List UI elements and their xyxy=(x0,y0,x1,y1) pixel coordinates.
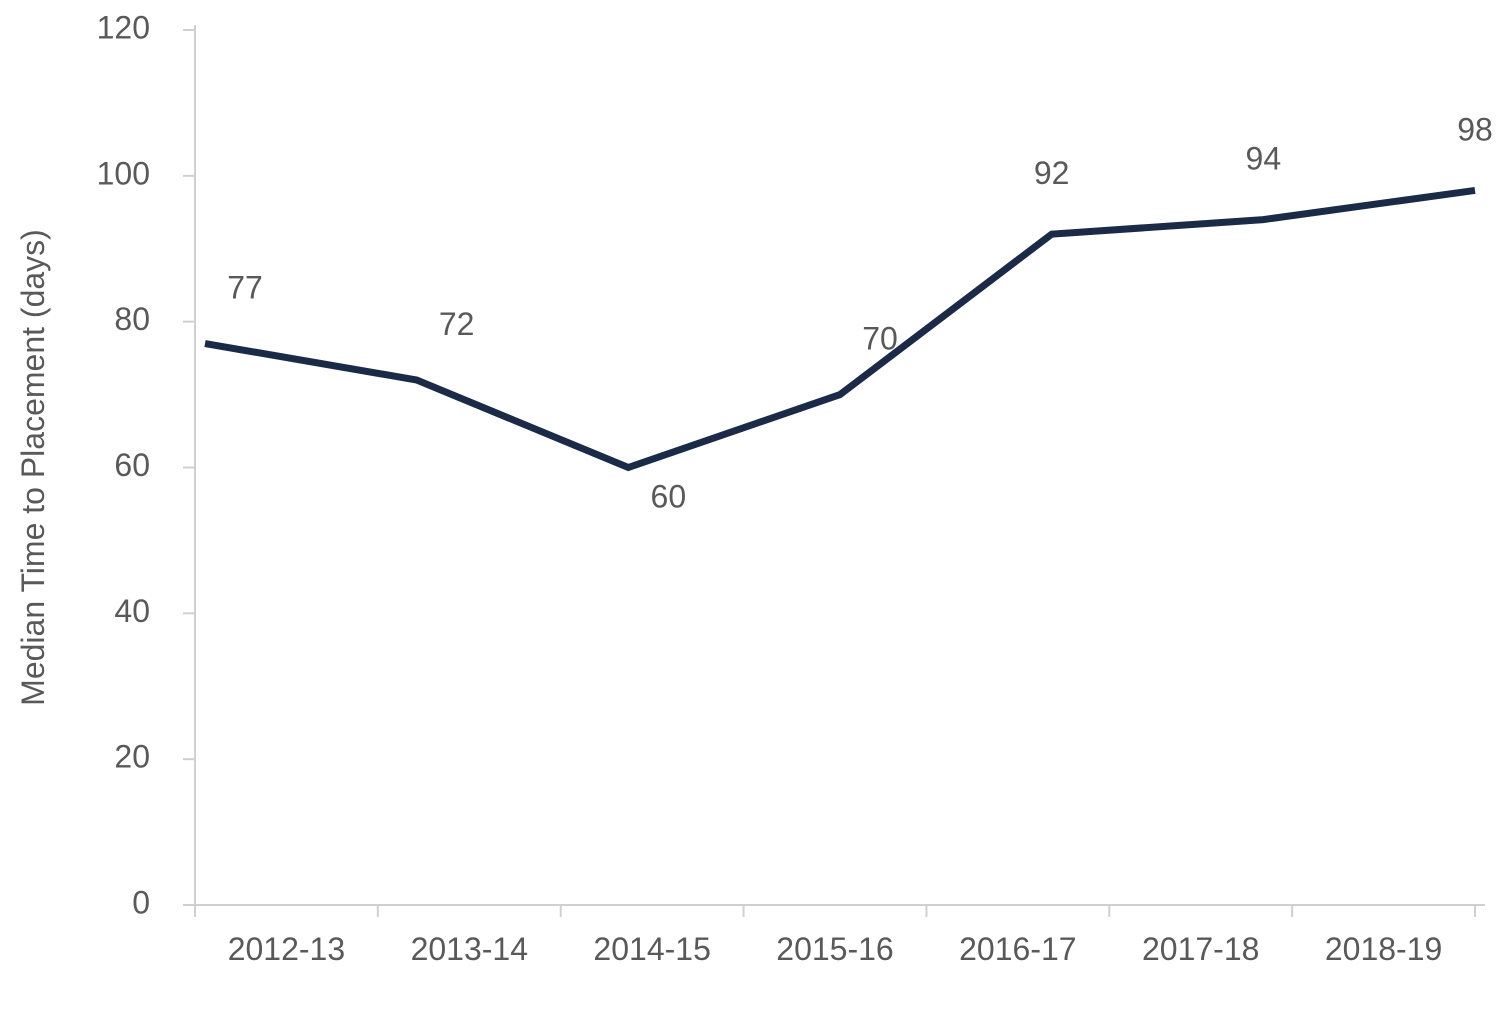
data-label: 98 xyxy=(1457,111,1493,147)
data-label: 70 xyxy=(862,321,898,357)
data-label: 77 xyxy=(227,270,263,306)
x-tick-label: 2012-13 xyxy=(228,931,345,967)
chart-container: 0 20 40 60 80 100 120 2012-13 2013-14 2014-15 2015… xyxy=(0,0,1500,1029)
y-axis-title: Median Time to Placement (days) xyxy=(15,229,51,706)
x-tick-label: 2014-15 xyxy=(593,931,710,967)
data-label: 94 xyxy=(1246,141,1282,177)
y-tick-label: 20 xyxy=(114,739,150,775)
data-label: 92 xyxy=(1034,155,1070,191)
x-tick-label: 2018-19 xyxy=(1325,931,1442,967)
y-tick-label: 100 xyxy=(97,155,150,191)
y-tick-label: 40 xyxy=(114,593,150,629)
line-chart: 0 20 40 60 80 100 120 2012-13 2013-14 2014-15 2015… xyxy=(0,0,1500,1029)
y-tick-label: 120 xyxy=(97,9,150,45)
x-tick-label: 2015-16 xyxy=(776,931,893,967)
x-tick-label: 2017-18 xyxy=(1142,931,1259,967)
y-tick-label: 0 xyxy=(132,884,150,920)
x-tick-label: 2013-14 xyxy=(411,931,528,967)
x-tick-label: 2016-17 xyxy=(959,931,1076,967)
y-tick-label: 60 xyxy=(114,447,150,483)
y-tick-label: 80 xyxy=(114,301,150,337)
data-label: 60 xyxy=(651,479,687,515)
data-label: 72 xyxy=(439,306,475,342)
